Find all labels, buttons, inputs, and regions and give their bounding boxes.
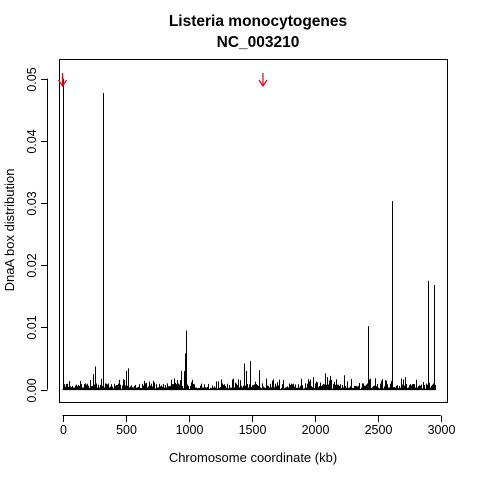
y-tick-label: 0.05 (25, 67, 39, 91)
x-tick-label: 2500 (365, 423, 393, 437)
arrow-marker (58, 73, 68, 88)
x-axis: 0 500 1000 1500 2000 2500 3000 (60, 415, 456, 437)
series-spikes (62, 78, 436, 391)
x-tick-label: 3000 (428, 423, 456, 437)
arrow-marker (258, 73, 268, 88)
plot-frame (59, 59, 448, 403)
y-tick-label: 0.00 (25, 378, 39, 402)
chart-subtitle: NC_003210 (217, 34, 300, 51)
y-tick-label: 0.02 (25, 253, 39, 277)
x-tick-label: 500 (116, 423, 137, 437)
x-tick-label: 1000 (176, 423, 204, 437)
x-axis-label: Chromosome coordinate (kb) (169, 450, 337, 465)
x-tick-label: 2000 (302, 423, 330, 437)
x-tick-label: 1500 (239, 423, 267, 437)
y-tick-label: 0.03 (25, 191, 39, 215)
x-tick-label: 0 (60, 423, 67, 437)
y-tick-label: 0.01 (25, 315, 39, 339)
origin-arrows (58, 73, 268, 88)
y-tick-label: 0.04 (25, 129, 39, 153)
chart-title: Listeria monocytogenes (169, 13, 347, 30)
y-axis: 0.00 0.01 0.02 0.03 0.04 0.05 (25, 67, 48, 403)
y-axis-label: DnaA box distribution (2, 169, 17, 292)
